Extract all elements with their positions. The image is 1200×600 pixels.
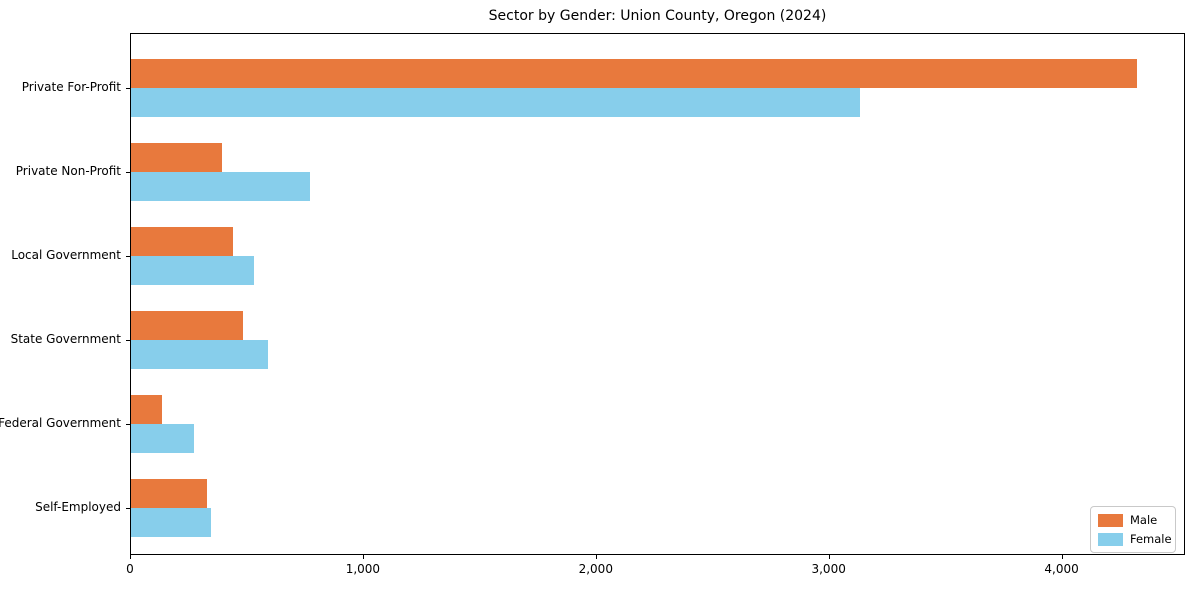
legend: Male Female (1090, 506, 1176, 553)
legend-label-female: Female (1130, 532, 1172, 546)
legend-item-female: Female (1098, 532, 1172, 546)
x-axis-tick-mark (828, 555, 830, 559)
y-axis-tick-mark (126, 88, 130, 89)
legend-item-male: Male (1098, 513, 1167, 527)
bar-male (131, 479, 207, 508)
y-axis-tick-mark (126, 424, 130, 425)
chart-title: Sector by Gender: Union County, Oregon (… (488, 8, 827, 24)
y-axis-tick-mark (126, 508, 130, 509)
x-axis-tick-label: 3,000 (811, 562, 846, 576)
bar-female (131, 424, 194, 453)
y-axis-tick-mark (126, 256, 130, 257)
bar-female (131, 508, 211, 537)
x-axis-tick-mark (362, 555, 364, 559)
bar-male (131, 311, 243, 340)
bar-male (131, 227, 233, 256)
x-axis-tick-mark (1061, 555, 1063, 559)
plot-area (130, 33, 1185, 555)
x-axis-tick-label: 0 (126, 562, 134, 576)
x-axis-tick-mark (130, 555, 131, 559)
y-axis-label: State Government (10, 332, 121, 346)
y-axis-tick-mark (126, 340, 130, 341)
bar-male (131, 59, 1137, 88)
y-axis-label: Private Non-Profit (15, 164, 121, 178)
y-axis-label: Private For-Profit (21, 80, 121, 94)
bar-female (131, 340, 268, 369)
bar-male (131, 143, 222, 172)
x-axis-tick-label: 2,000 (578, 562, 613, 576)
male-color-swatch (1098, 513, 1123, 527)
female-color-swatch (1098, 532, 1123, 546)
bar-female (131, 172, 310, 201)
y-axis-label: Local Government (11, 248, 121, 262)
bar-female (131, 256, 254, 285)
y-axis-label: Federal Government (0, 416, 121, 430)
x-axis-tick-label: 1,000 (345, 562, 381, 576)
x-axis-tick-mark (595, 555, 597, 559)
y-axis-label: Self-Employed (35, 500, 121, 514)
legend-label-male: Male (1130, 513, 1158, 527)
x-axis-tick-label: 4,000 (1044, 562, 1079, 576)
y-axis-tick-mark (126, 172, 130, 173)
bar-male (131, 395, 162, 424)
bar-female (131, 88, 860, 117)
